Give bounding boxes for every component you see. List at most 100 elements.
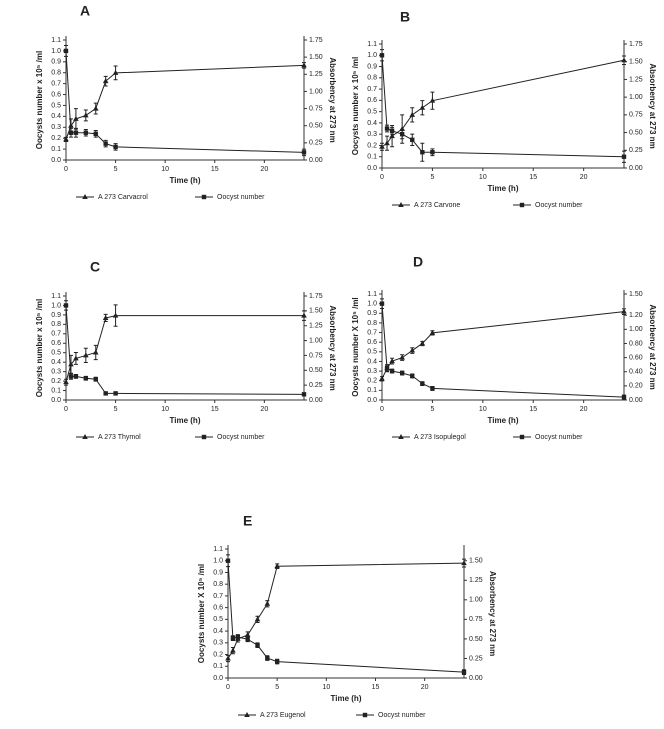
point bbox=[92, 349, 99, 355]
y-tick-label: 1.1 bbox=[367, 291, 377, 298]
legend-label: Oocyst number bbox=[535, 434, 583, 441]
y2-tick-label: 0.50 bbox=[309, 123, 323, 130]
x-axis-label: Time (h) bbox=[331, 694, 362, 703]
point bbox=[235, 634, 241, 640]
y-axis-label: Oocysts number x 10⁵ /ml bbox=[35, 51, 44, 149]
x-tick-label: 10 bbox=[479, 174, 487, 181]
legend-label: Oocyst number bbox=[217, 194, 265, 201]
point bbox=[73, 374, 79, 379]
x-tick-label: 10 bbox=[161, 406, 169, 413]
point bbox=[409, 347, 416, 353]
y-tick-label: 0.9 bbox=[51, 312, 61, 319]
legend-marker bbox=[519, 202, 525, 208]
point bbox=[389, 368, 395, 374]
point bbox=[379, 53, 385, 58]
y-tick-label: 0.6 bbox=[51, 340, 61, 347]
point bbox=[384, 366, 390, 371]
y2-tick-label: 0.75 bbox=[309, 105, 323, 112]
x-tick-label: 15 bbox=[529, 406, 537, 413]
y2-tick-label: 0.80 bbox=[629, 340, 643, 347]
point bbox=[73, 355, 79, 361]
x-tick-label: 5 bbox=[430, 406, 434, 413]
point bbox=[230, 647, 236, 653]
y2-tick-label: 1.50 bbox=[469, 558, 483, 565]
point bbox=[389, 128, 395, 133]
y2-tick-label: 0.60 bbox=[629, 354, 643, 361]
point bbox=[429, 329, 436, 335]
point bbox=[384, 140, 390, 146]
y2-tick-label: 1.00 bbox=[309, 337, 323, 344]
y-tick-label: 0.5 bbox=[367, 349, 377, 356]
y2-axis-label: Absorbency at 273 nm bbox=[648, 63, 657, 148]
point bbox=[430, 150, 435, 155]
point bbox=[73, 130, 79, 135]
point bbox=[301, 150, 307, 155]
y2-tick-label: 1.00 bbox=[629, 326, 643, 333]
point bbox=[83, 376, 89, 381]
y-tick-label: 0.3 bbox=[367, 131, 377, 138]
y2-tick-label: 1.25 bbox=[469, 577, 483, 584]
y-tick-label: 1.0 bbox=[51, 302, 61, 309]
y-tick-label: 0.1 bbox=[51, 387, 61, 394]
y2-tick-label: 0.40 bbox=[629, 369, 643, 376]
y-tick-label: 0.1 bbox=[367, 154, 377, 161]
x-tick-label: 0 bbox=[64, 166, 68, 173]
legend-label: A 273 Isopulegol bbox=[414, 434, 466, 441]
y-tick-label: 1.1 bbox=[213, 546, 223, 553]
panel: A 0.0 0.1 0.2 0.3 0.4 0.5 0.6 0.7 0.8 0.9 1.0 1.1 0.0… bbox=[35, 3, 337, 201]
y-tick-label: 0.6 bbox=[213, 604, 223, 611]
point bbox=[621, 57, 627, 63]
point bbox=[103, 391, 108, 396]
series-line bbox=[65, 64, 305, 140]
panel: B 0.0 0.1 0.2 0.3 0.4 0.5 0.6 0.7 0.8 0.9 1.0 1.1 0.0… bbox=[351, 9, 657, 209]
x-tick-label: 20 bbox=[260, 166, 268, 173]
y-tick-label: 0.8 bbox=[367, 75, 377, 82]
point bbox=[83, 352, 89, 358]
point bbox=[68, 374, 74, 379]
point bbox=[410, 373, 415, 379]
point bbox=[63, 379, 69, 385]
point bbox=[265, 655, 270, 661]
legend-label: A 273 Eugenol bbox=[260, 712, 306, 719]
point bbox=[389, 133, 395, 139]
y2-tick-label: 1.50 bbox=[629, 291, 643, 298]
point bbox=[102, 314, 109, 320]
y2-tick-label: 1.50 bbox=[309, 308, 323, 315]
x-tick-label: 5 bbox=[114, 166, 118, 173]
x-axis-label: Time (h) bbox=[170, 416, 201, 425]
y2-tick-label: 0.00 bbox=[309, 397, 323, 404]
point bbox=[461, 560, 467, 566]
y-tick-label: 0.5 bbox=[51, 350, 61, 357]
x-axis-label: Time (h) bbox=[170, 176, 201, 185]
series-line bbox=[227, 562, 465, 659]
legend-marker bbox=[398, 202, 404, 207]
y-tick-label: 0.2 bbox=[367, 142, 377, 149]
point bbox=[384, 126, 390, 131]
legend-label: Oocyst number bbox=[217, 434, 265, 441]
x-axis-label: Time (h) bbox=[488, 416, 519, 425]
y-tick-label: 1.1 bbox=[51, 293, 61, 300]
point bbox=[68, 130, 74, 135]
y-tick-label: 0.1 bbox=[213, 663, 223, 670]
point bbox=[621, 394, 627, 400]
y2-tick-label: 0.00 bbox=[629, 165, 643, 172]
point bbox=[112, 312, 119, 318]
y-tick-label: 0.7 bbox=[51, 80, 61, 87]
point bbox=[420, 381, 425, 386]
y-tick-label: 1.0 bbox=[367, 300, 377, 307]
series-line bbox=[381, 311, 625, 380]
y-tick-label: 0.4 bbox=[51, 113, 61, 120]
y-tick-label: 0.9 bbox=[51, 59, 61, 66]
y-tick-label: 0.4 bbox=[51, 359, 61, 366]
y2-tick-label: 1.00 bbox=[469, 597, 483, 604]
panel-title: C bbox=[90, 259, 100, 275]
y-tick-label: 1.1 bbox=[367, 41, 377, 48]
y-tick-label: 0.8 bbox=[213, 581, 223, 588]
point bbox=[389, 358, 395, 364]
point bbox=[93, 377, 98, 382]
y2-tick-label: 1.00 bbox=[629, 94, 643, 101]
point bbox=[113, 391, 118, 396]
y-tick-label: 1.0 bbox=[51, 48, 61, 55]
